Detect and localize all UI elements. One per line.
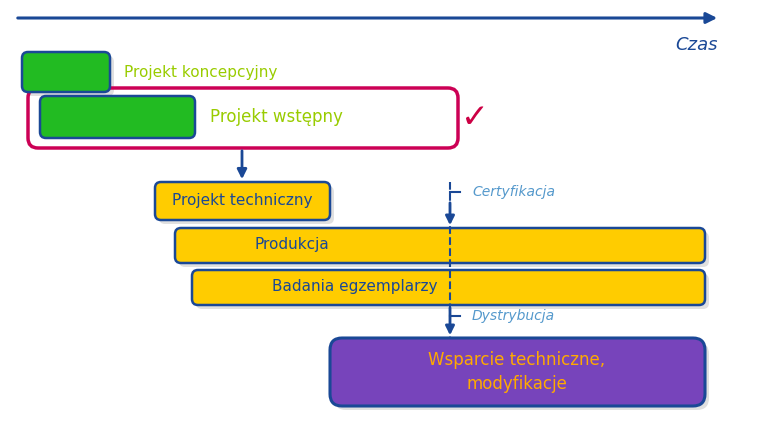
Text: ✓: ✓ — [461, 101, 489, 134]
Text: Projekt wstępny: Projekt wstępny — [210, 108, 343, 126]
Text: Projekt koncepcyjny: Projekt koncepcyjny — [124, 64, 277, 80]
Text: Wsparcie techniczne,
modyfikacje: Wsparcie techniczne, modyfikacje — [428, 351, 606, 393]
FancyBboxPatch shape — [330, 338, 705, 406]
Text: Certyfikacja: Certyfikacja — [472, 185, 555, 199]
Text: Projekt techniczny: Projekt techniczny — [171, 193, 312, 209]
FancyBboxPatch shape — [175, 228, 705, 263]
Text: Czas: Czas — [675, 36, 718, 54]
FancyBboxPatch shape — [196, 274, 709, 309]
FancyBboxPatch shape — [22, 52, 110, 92]
FancyBboxPatch shape — [155, 182, 330, 220]
Text: Badania egzemplarzy: Badania egzemplarzy — [272, 279, 437, 295]
Text: Produkcja: Produkcja — [255, 237, 330, 253]
FancyBboxPatch shape — [159, 186, 334, 224]
Text: Dystrybucja: Dystrybucja — [472, 309, 555, 323]
FancyBboxPatch shape — [334, 342, 709, 410]
FancyBboxPatch shape — [26, 56, 114, 96]
FancyBboxPatch shape — [179, 232, 709, 267]
FancyBboxPatch shape — [40, 96, 195, 138]
FancyBboxPatch shape — [192, 270, 705, 305]
